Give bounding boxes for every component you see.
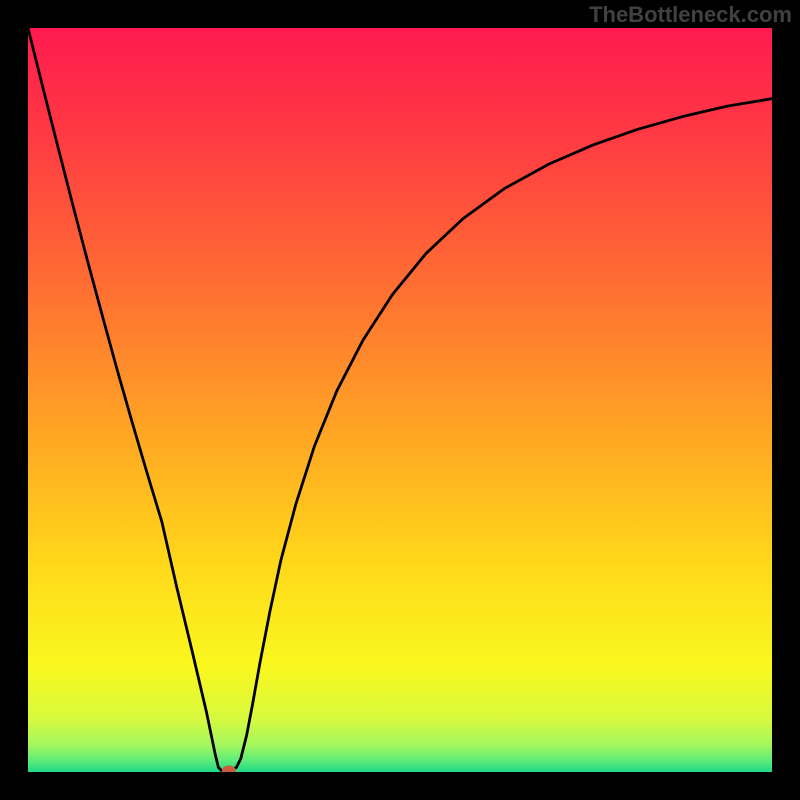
chart-svg — [28, 28, 772, 772]
watermark-label: TheBottleneck.com — [589, 2, 792, 28]
gradient-background — [28, 28, 772, 772]
plot-area — [28, 28, 772, 772]
figure-container: TheBottleneck.com — [0, 0, 800, 800]
